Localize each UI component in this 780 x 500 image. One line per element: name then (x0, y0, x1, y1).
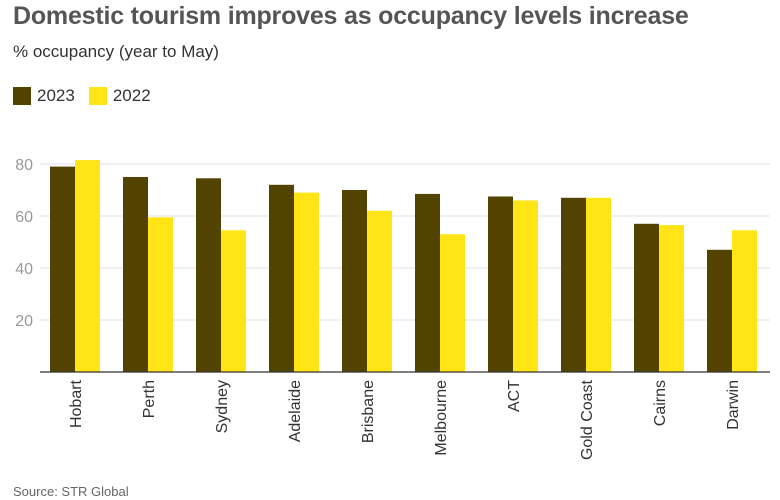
y-tick-label: 40 (15, 261, 33, 278)
x-tick-label: Sydney (214, 380, 231, 433)
bar-2022-act (513, 200, 538, 372)
chart-subtitle: % occupancy (year to May) (13, 42, 219, 61)
bar-2022-darwin (732, 230, 757, 372)
legend-swatch-2022 (88, 87, 107, 105)
bar-2023-adelaide (269, 184, 294, 372)
bar-2023-sydney (196, 178, 221, 372)
legend-swatch-2023 (13, 87, 31, 105)
y-tick-label: 20 (15, 313, 33, 330)
legend-label-2022: 2022 (112, 86, 151, 105)
bar-2022-gold-coast (586, 197, 611, 372)
bar-2022-sydney (221, 230, 246, 372)
legend-label-2023: 2023 (37, 86, 75, 105)
x-tick-label: Melbourne (433, 380, 450, 456)
bar-2023-brisbane (342, 190, 367, 372)
x-tick-label: Perth (141, 380, 158, 418)
bar-2022-cairns (659, 225, 684, 372)
x-tick-label: Adelaide (287, 380, 304, 442)
source-note: Source: STR Global (13, 484, 129, 499)
x-tick-label: Cairns (652, 380, 669, 426)
y-tick-label: 80 (15, 157, 33, 174)
bar-2023-gold-coast (561, 197, 586, 372)
x-tick-label: Hobart (68, 379, 85, 428)
x-tick-label: ACT (506, 380, 523, 412)
x-tick-label: Gold Coast (579, 379, 596, 460)
bar-2022-perth (148, 217, 173, 372)
x-tick-label: Darwin (725, 380, 742, 430)
bar-2022-brisbane (367, 210, 392, 372)
chart-title: Domestic tourism improves as occupancy l… (13, 2, 689, 30)
legend-item-2022: 2022 (88, 86, 151, 106)
bar-2023-darwin (707, 249, 732, 372)
x-tick-label: Brisbane (360, 380, 377, 443)
bar-2023-cairns (634, 223, 659, 372)
bar-2023-melbourne (415, 193, 440, 372)
bar-2022-hobart (75, 160, 100, 372)
bar-2023-hobart (50, 166, 75, 372)
y-tick-label: 60 (15, 209, 33, 226)
bar-2023-perth (123, 177, 148, 372)
bar-2023-act (488, 196, 513, 372)
bar-2022-adelaide (294, 192, 319, 372)
legend-item-2023: 2023 (13, 86, 75, 106)
bar-2022-melbourne (440, 234, 465, 372)
legend: 2023 2022 (13, 86, 165, 106)
